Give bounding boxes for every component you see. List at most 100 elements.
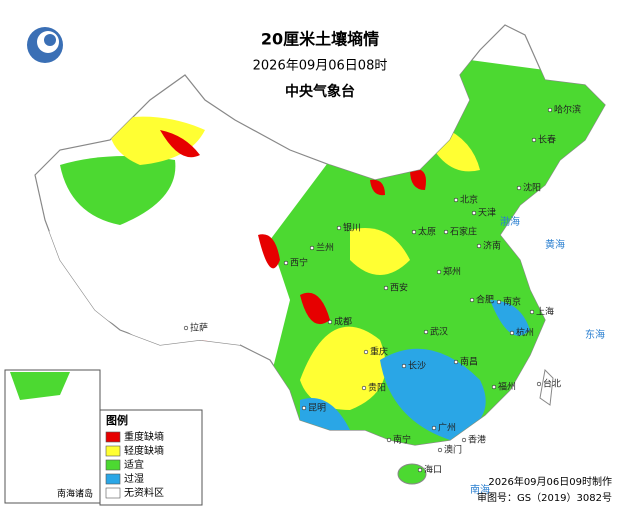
legend-label: 无资料区 — [124, 486, 164, 499]
city-label: 北京 — [460, 194, 478, 206]
city-dot — [411, 229, 417, 235]
moisture-area — [370, 179, 385, 196]
sea-label: 黄海 — [545, 238, 565, 251]
city-dot — [309, 245, 315, 251]
city-label: 沈阳 — [523, 182, 541, 194]
city-dot — [417, 467, 423, 473]
agency: 中央气象台 — [285, 83, 355, 100]
city-label: 长沙 — [408, 360, 426, 372]
city-dot — [453, 197, 459, 203]
legend-swatch — [105, 445, 121, 457]
city-dot — [476, 243, 482, 249]
city-dot — [496, 299, 502, 305]
city-label: 郑州 — [443, 266, 461, 278]
sea-label: 东海 — [585, 328, 605, 341]
legend-label: 适宜 — [124, 458, 144, 471]
moisture-area — [410, 169, 426, 190]
city-label: 澳门 — [444, 444, 462, 456]
city-dot — [283, 260, 289, 266]
legend-title: 图例 — [106, 413, 128, 427]
moisture-area — [490, 300, 530, 336]
city-label: 海口 — [424, 464, 442, 476]
city-dot — [401, 363, 407, 369]
legend-swatch — [105, 431, 121, 443]
city-dot — [183, 325, 189, 331]
city-label: 杭州 — [516, 327, 534, 339]
city-label: 广州 — [438, 422, 456, 434]
legend-swatch — [105, 487, 121, 499]
city-label: 兰州 — [316, 242, 334, 254]
inset-land — [10, 372, 70, 400]
moisture-area — [160, 130, 200, 158]
city-dot — [531, 137, 537, 143]
legend-label: 重度缺墒 — [124, 430, 164, 443]
sea-label: 南海 — [470, 483, 490, 496]
city-dot — [529, 309, 535, 315]
city-label: 武汉 — [430, 326, 448, 338]
city-label: 昆明 — [308, 403, 326, 414]
city-label: 济南 — [483, 240, 501, 252]
sea-label: 渤海 — [500, 215, 520, 228]
city-dot — [327, 319, 333, 325]
city-label: 成都 — [334, 316, 352, 328]
city-dot — [301, 405, 307, 411]
city-label: 太原 — [418, 226, 436, 238]
city-label: 拉萨 — [190, 322, 208, 334]
city-dot — [363, 349, 369, 355]
moisture-area — [350, 228, 410, 275]
city-dot — [361, 385, 367, 391]
city-dot — [516, 185, 522, 191]
city-label: 南昌 — [460, 356, 478, 368]
moisture-area — [258, 234, 280, 269]
city-dot — [471, 210, 477, 216]
legend-label: 过湿 — [124, 472, 144, 485]
city-label: 西宁 — [290, 257, 308, 269]
city-dot — [461, 437, 467, 443]
city-label: 天津 — [478, 208, 496, 219]
moisture-area — [60, 156, 176, 225]
city-label: 贵阳 — [368, 382, 386, 394]
city-label: 重庆 — [370, 346, 388, 358]
title: 20厘米土壤墒情 — [261, 30, 379, 49]
made-time: 2026年09月06日09时制作 — [488, 475, 612, 488]
city-label: 南京 — [503, 296, 521, 308]
legend-label: 轻度缺墒 — [124, 444, 164, 457]
city-dot — [536, 381, 542, 387]
city-dot — [436, 269, 442, 275]
time: 2026年09月06日08时 — [253, 59, 388, 74]
city-label: 长春 — [538, 134, 556, 146]
legend-swatch — [105, 473, 121, 485]
city-dot — [509, 330, 515, 336]
city-label: 香港 — [468, 434, 486, 446]
city-dot — [383, 285, 389, 291]
moisture-area — [380, 348, 486, 440]
city-label: 西安 — [390, 282, 408, 294]
city-dot — [443, 229, 449, 235]
city-dot — [336, 225, 342, 231]
city-label: 南宁 — [393, 434, 411, 446]
city-label: 上海 — [536, 306, 554, 318]
city-dot — [491, 384, 497, 390]
city-label: 石家庄 — [450, 226, 477, 238]
city-label: 哈尔滨 — [554, 104, 581, 116]
city-label: 福州 — [498, 381, 516, 393]
taiwan — [539, 368, 554, 406]
approval-number: 审图号：GS（2019）3082号 — [477, 491, 612, 504]
moisture-area — [300, 292, 330, 325]
city-dot — [431, 425, 437, 431]
inset-label: 南海诸岛 — [57, 488, 93, 500]
city-dot — [547, 107, 553, 113]
moisture-areas — [35, 60, 605, 445]
logo — [27, 27, 63, 63]
moisture-area — [35, 230, 245, 345]
city-label: 台北 — [543, 378, 561, 390]
city-dot — [469, 297, 475, 303]
city-label: 合肥 — [476, 294, 494, 306]
hainan — [397, 463, 427, 485]
city-label: 银川 — [343, 222, 361, 234]
city-dot — [437, 447, 443, 453]
city-dot — [453, 359, 459, 365]
city-dot — [386, 437, 392, 443]
